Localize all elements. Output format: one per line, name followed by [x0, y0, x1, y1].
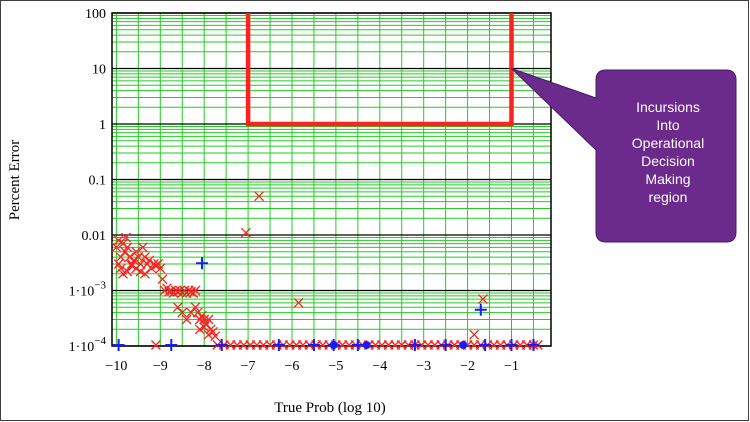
callout-text-line: Making: [645, 171, 690, 187]
x-tick-label: −2: [460, 359, 475, 374]
callout-box: [511, 68, 737, 243]
data-point-x: [126, 260, 137, 271]
data-point-plus: [351, 339, 364, 351]
y-tick-label: 10: [92, 63, 106, 78]
data-point-plus: [215, 339, 228, 351]
callout: Incursions Into Operational Decision Making r…: [511, 68, 737, 243]
y-tick-label: 1: [99, 118, 106, 133]
data-point-x: [477, 294, 488, 305]
data-point-plus: [479, 339, 492, 351]
data-point-x: [121, 232, 132, 243]
data-point-x: [139, 268, 150, 279]
data-point-x: [139, 252, 150, 263]
data-point-x: [254, 191, 265, 202]
callout-text-line: region: [649, 189, 688, 205]
x-tick-label: −5: [328, 359, 343, 374]
y-tick-label: 1·10−3: [69, 280, 107, 300]
data-point-x: [210, 331, 221, 342]
x-tick-label: −6: [285, 359, 300, 374]
callout-text-line: Operational: [632, 135, 704, 151]
y-tick-labels: 1·10−4 1·10−3 0.01 0.1 1 10 100: [69, 7, 107, 355]
x-tick-label: −3: [416, 359, 431, 374]
callout-text-line: Into: [656, 117, 680, 133]
data-point-x: [131, 263, 142, 274]
data-point-plus: [195, 257, 208, 270]
data-point-x: [155, 263, 166, 274]
x-tick-label: −4: [372, 359, 387, 374]
data-point-x: [150, 340, 161, 350]
data-point-x: [240, 227, 251, 238]
data-point-plus: [474, 303, 487, 316]
data-point-dot: [362, 341, 371, 349]
y-tick-label: 0.01: [82, 229, 107, 244]
data-point-dot: [329, 341, 338, 349]
x-tick-label: −9: [153, 359, 168, 374]
data-point-x: [203, 314, 214, 325]
data-point-x: [203, 329, 214, 340]
data-point-x: [128, 255, 139, 266]
data-point-x: [115, 252, 126, 263]
data-point-x: [113, 235, 124, 246]
data-point-x: [124, 252, 135, 263]
x-tick-label: −10: [105, 359, 127, 374]
data-point-x: [469, 329, 480, 340]
data-point-x: [190, 302, 201, 313]
data-point-x: [111, 242, 122, 253]
y-tick-label: 1·10−4: [69, 335, 107, 355]
data-point-plus: [527, 339, 540, 351]
data-point-plus: [165, 339, 178, 351]
data-point-plus: [505, 339, 518, 351]
data-point-x: [181, 314, 192, 325]
data-point-plus: [307, 339, 320, 351]
callout-text-line: Decision: [641, 153, 695, 169]
data-point-x: [190, 285, 201, 296]
x-tick-labels: −10 −9 −8 −7 −6 −5 −4 −3 −2 −1: [105, 359, 519, 374]
data-point-plus: [408, 339, 421, 351]
callout-text-line: Incursions: [636, 99, 700, 115]
y-tick-label: 0.1: [89, 174, 107, 189]
data-point-x: [199, 322, 210, 332]
x-tick-label: −7: [241, 359, 256, 374]
data-point-x: [170, 285, 181, 296]
data-points: [111, 191, 543, 351]
data-point-x: [122, 266, 133, 277]
x-axis-label: True Prob (log 10): [274, 400, 386, 416]
y-axis-label: Percent Error: [7, 140, 23, 220]
data-point-plus: [439, 339, 452, 351]
x-tick-label: −8: [197, 359, 212, 374]
data-point-x: [137, 242, 148, 253]
data-point-dot: [459, 341, 468, 349]
data-point-x: [177, 307, 188, 318]
data-point-x: [131, 246, 142, 257]
grid: [112, 12, 551, 347]
data-point-plus: [272, 339, 285, 351]
data-point-plus: [112, 339, 125, 351]
data-point-x: [172, 302, 183, 313]
data-point-x: [157, 274, 168, 285]
data-point-x: [122, 242, 133, 253]
x-tick-label: −1: [504, 359, 519, 374]
y-tick-label: 100: [85, 7, 106, 22]
data-point-x: [293, 297, 304, 308]
data-point-x: [115, 263, 126, 274]
